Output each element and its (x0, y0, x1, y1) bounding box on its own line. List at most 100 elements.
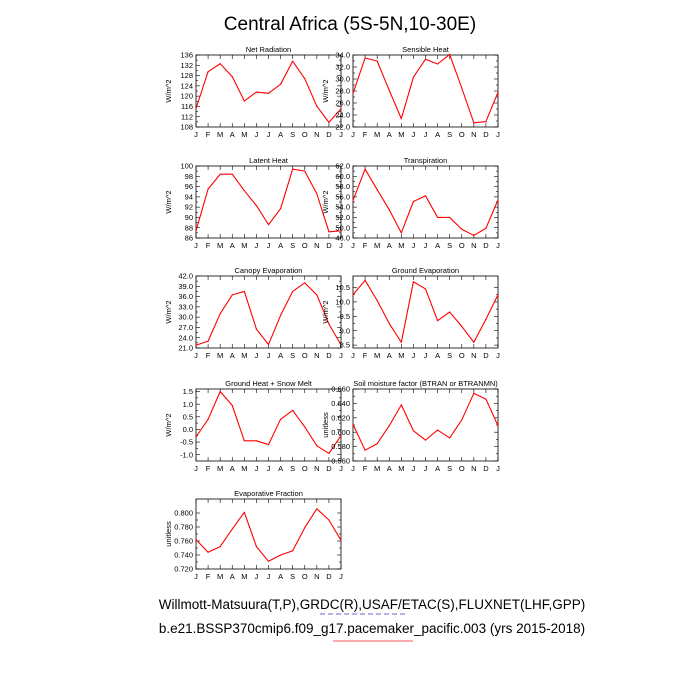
x-tick-label: F (206, 130, 211, 139)
data-point (279, 208, 282, 210)
y-tick-label: 54.0 (335, 203, 350, 212)
plot-frame (195, 388, 342, 462)
data-point (219, 390, 221, 393)
x-tick-label: O (302, 572, 308, 581)
y-tick-label: 90 (185, 213, 193, 222)
x-tick-label: F (206, 351, 211, 360)
x-tick-label: A (435, 130, 440, 139)
x-tick-label: M (217, 130, 223, 139)
y-tick-label: 52.0 (335, 213, 350, 222)
x-tick-label: D (483, 351, 489, 360)
data-point (376, 60, 378, 62)
data-point (449, 216, 451, 219)
data-point (255, 546, 258, 548)
x-tick-label: O (459, 130, 465, 139)
x-tick-label: F (363, 464, 368, 473)
x-tick-label: O (302, 464, 308, 473)
data-point (376, 299, 378, 302)
x-tick-label: J (267, 464, 271, 473)
y-tick-label: 48.0 (335, 234, 350, 243)
data-point (207, 418, 209, 420)
x-tick-label: M (374, 351, 380, 360)
y-tick-label: 62.0 (335, 162, 350, 171)
x-tick-label: J (339, 241, 343, 250)
x-tick-label: J (339, 572, 343, 581)
plot-frame (195, 275, 342, 349)
data-point (497, 294, 499, 296)
x-tick-label: D (483, 241, 489, 250)
data-point (424, 58, 427, 60)
x-tick-label: J (339, 464, 343, 473)
x-tick-label: J (255, 464, 259, 473)
y-tick-label: 36.0 (178, 292, 193, 301)
y-tick-label: 0.5 (183, 412, 193, 421)
x-tick-label: A (278, 464, 283, 473)
y-tick-label: 88 (185, 223, 193, 232)
y-axis-label: W/m^2 (164, 190, 173, 213)
x-tick-label: J (424, 130, 428, 139)
data-point (328, 231, 330, 233)
data-point (304, 170, 306, 172)
data-point (219, 546, 221, 548)
y-tick-label: 92 (185, 203, 193, 212)
x-tick-label: J (194, 351, 198, 360)
x-tick-label: O (302, 241, 308, 250)
x-tick-label: J (351, 351, 355, 360)
data-point (352, 423, 354, 425)
x-tick-label: A (278, 241, 283, 250)
x-tick-label: M (217, 464, 223, 473)
y-tick-label: -1.0 (180, 450, 193, 459)
data-point (219, 63, 221, 65)
x-tick-label: J (255, 130, 259, 139)
y-tick-label: 0.660 (331, 385, 350, 394)
x-tick-label: S (447, 130, 452, 139)
data-point (243, 440, 245, 442)
y-tick-label: 30.0 (178, 313, 193, 322)
x-tick-label: J (351, 241, 355, 250)
data-point (195, 344, 197, 346)
data-point (340, 344, 342, 346)
y-tick-label: 10.0 (335, 298, 350, 307)
y-axis-label: W/m^2 (164, 79, 173, 102)
y-tick-label: 24.0 (178, 333, 193, 342)
x-tick-label: A (435, 464, 440, 473)
data-point (412, 200, 415, 203)
data-point (195, 230, 197, 232)
x-tick-label: S (290, 572, 295, 581)
x-tick-label: J (424, 464, 428, 473)
data-point (219, 313, 221, 315)
data-point (316, 508, 318, 510)
x-tick-label: J (267, 351, 271, 360)
y-tick-label: 24.0 (335, 111, 350, 120)
data-point (243, 190, 245, 192)
x-tick-label: F (363, 130, 368, 139)
data-point (219, 173, 221, 175)
x-tick-label: J (255, 351, 259, 360)
data-point (497, 91, 499, 93)
data-point (497, 425, 499, 427)
data-point (461, 325, 463, 327)
x-tick-label: M (217, 351, 223, 360)
y-tick-label: 39.0 (178, 282, 193, 291)
x-tick-label: M (241, 241, 247, 250)
data-point (267, 224, 270, 226)
data-point (473, 234, 475, 237)
data-point (316, 105, 318, 107)
data-point (328, 121, 330, 123)
data-point (388, 322, 390, 325)
y-axis-label: W/m^2 (321, 79, 330, 102)
data-point (473, 122, 475, 124)
x-tick-label: N (314, 351, 319, 360)
data-point (243, 100, 245, 102)
x-tick-label: A (230, 464, 235, 473)
data-point (473, 341, 475, 343)
x-tick-label: J (194, 464, 198, 473)
data-point (328, 452, 330, 455)
